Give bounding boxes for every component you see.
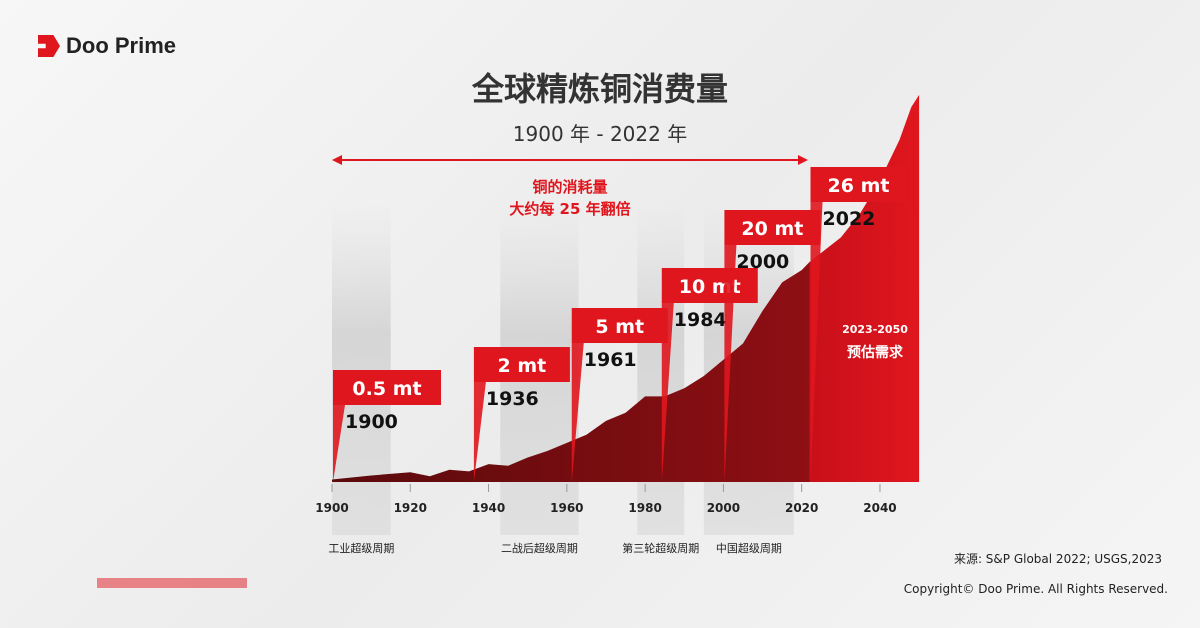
projection-area — [809, 94, 920, 482]
milestone-box — [333, 370, 441, 405]
milestone-pointer — [571, 343, 584, 482]
milestone-box — [724, 210, 821, 245]
arrow-head-right — [798, 155, 808, 165]
supercycle-band — [637, 200, 685, 535]
note-line-2: 大约每 25 年翻倍 — [509, 200, 631, 218]
x-tick-label: 2020 — [785, 501, 818, 515]
milestone-year: 1900 — [345, 411, 398, 433]
copyright-text: Copyright© Doo Prime. All Rights Reserve… — [903, 582, 1168, 596]
page-title: 全球精炼铜消费量 — [471, 70, 728, 108]
supercycle-label: 中国超级周期 — [716, 541, 782, 555]
milestone-value: 0.5 mt — [352, 378, 421, 400]
doubling-note: 铜的消耗量大约每 25 年翻倍 — [470, 176, 670, 220]
milestone-year: 1961 — [584, 349, 637, 371]
x-tick-label: 1940 — [472, 501, 505, 515]
milestone-year: 2000 — [736, 251, 789, 273]
milestone-value: 26 mt — [828, 175, 890, 197]
x-tick-label: 1960 — [550, 501, 583, 515]
milestone-pointer — [661, 303, 674, 482]
note-line-1: 铜的消耗量 — [532, 178, 608, 196]
x-tick-label: 2040 — [863, 501, 896, 515]
milestone-value: 5 mt — [595, 316, 644, 338]
milestone-box — [571, 308, 668, 343]
milestone-pointer — [333, 405, 345, 482]
page-subtitle: 1900 年 - 2022 年 — [512, 122, 688, 146]
logo: Doo Prime — [38, 33, 176, 59]
milestone-year: 1984 — [674, 309, 727, 331]
milestone-box — [661, 268, 758, 303]
milestone-pointer — [724, 245, 737, 482]
supercycle-band — [332, 200, 391, 535]
decor-stripes — [97, 578, 247, 588]
milestone-year: 2022 — [823, 208, 876, 230]
supercycle-label: 二战后超级周期 — [501, 541, 578, 555]
milestone-pointer — [473, 382, 486, 482]
milestone-value: 2 mt — [498, 355, 547, 377]
milestone-box — [473, 347, 570, 382]
x-tick-label: 2000 — [707, 501, 740, 515]
source-text: 来源: S&P Global 2022; USGS,2023 — [953, 552, 1162, 566]
milestone-box — [810, 167, 907, 202]
milestone-year: 1936 — [486, 388, 539, 410]
projection-years: 2023-2050 — [842, 323, 908, 336]
milestone-pointer — [810, 202, 823, 482]
x-tick-label: 1900 — [315, 501, 348, 515]
arrow-head-left — [332, 155, 342, 165]
logo-icon — [38, 35, 60, 57]
supercycle-label: 第三轮超级周期 — [622, 541, 699, 555]
historical-area — [332, 261, 810, 482]
projection-label: 预估需求 — [847, 344, 904, 361]
supercycle-label: 工业超级周期 — [328, 541, 394, 555]
brand-name: Doo Prime — [66, 33, 177, 58]
x-tick-label: 1920 — [394, 501, 427, 515]
milestone-value: 20 mt — [741, 218, 803, 240]
x-tick-label: 1980 — [628, 501, 661, 515]
